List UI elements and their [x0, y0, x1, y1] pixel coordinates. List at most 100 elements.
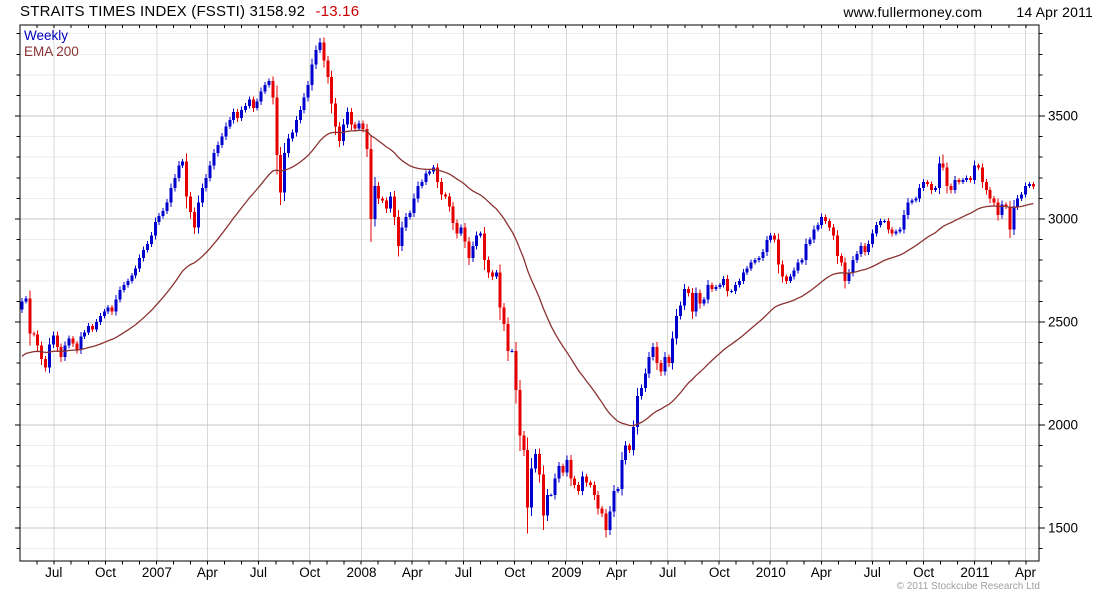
- candle-body: [138, 258, 142, 269]
- candle-body: [32, 333, 36, 335]
- candle-body: [992, 198, 996, 203]
- candle-body: [898, 229, 902, 232]
- candle-body: [702, 299, 706, 304]
- candle-body: [949, 186, 953, 191]
- candle-body: [679, 305, 683, 316]
- candle-body: [867, 243, 871, 253]
- candle-body: [890, 229, 894, 234]
- candle-body: [788, 276, 792, 281]
- candle-body: [941, 163, 945, 168]
- candle-body: [690, 293, 694, 312]
- candle-body: [984, 181, 988, 191]
- candle-body: [976, 165, 980, 168]
- candle-body: [204, 177, 208, 189]
- candle-body: [373, 186, 377, 220]
- candle-body: [385, 200, 389, 209]
- candle-body: [177, 165, 181, 178]
- candle-body: [290, 132, 294, 139]
- candle-body: [220, 136, 224, 145]
- candle-body: [365, 129, 369, 150]
- candle-body: [667, 357, 671, 364]
- candle-body: [918, 188, 922, 199]
- candle-body: [189, 196, 193, 212]
- legend-weekly: Weekly: [24, 28, 69, 43]
- candle-body: [1008, 206, 1012, 230]
- axis-tick-label: 2007: [142, 565, 172, 580]
- axis-tick-label: 2011: [960, 565, 989, 580]
- candle-body: [55, 335, 59, 347]
- axis-tick-label: Jul: [864, 565, 881, 580]
- candle-body: [404, 216, 408, 228]
- candle-body: [592, 484, 596, 496]
- candle-body: [847, 272, 851, 281]
- candle-body: [169, 188, 173, 203]
- candle-body: [714, 287, 718, 290]
- candle-body: [682, 289, 686, 306]
- axis-tick-label: Jul: [659, 565, 676, 580]
- candle-body: [40, 345, 44, 360]
- candle-body: [671, 338, 675, 364]
- candle-body: [792, 270, 796, 277]
- candle-body: [283, 153, 287, 193]
- candle-body: [875, 225, 879, 234]
- candle-body: [929, 184, 933, 191]
- candle-body: [526, 449, 530, 508]
- candle-body: [388, 196, 392, 209]
- candle-body: [534, 453, 538, 469]
- candlesticks: [20, 37, 1035, 538]
- candle-body: [933, 188, 937, 191]
- candle-body: [467, 241, 471, 259]
- candle-body: [765, 240, 769, 253]
- candle-body: [937, 163, 941, 189]
- candle-body: [796, 262, 800, 271]
- candle-body: [537, 453, 541, 475]
- candle-body: [906, 202, 910, 215]
- candle-body: [28, 298, 32, 334]
- candle-body: [377, 186, 381, 199]
- candle-body: [737, 280, 741, 285]
- candle-body: [475, 235, 479, 246]
- candle-body: [749, 262, 753, 269]
- candle-body: [596, 495, 600, 509]
- candle-body: [1031, 184, 1035, 187]
- candle-body: [502, 307, 506, 325]
- candle-body: [122, 284, 126, 291]
- candle-body: [1000, 204, 1004, 215]
- candle-body: [733, 284, 737, 292]
- candle-body: [518, 390, 522, 436]
- candle-body: [647, 357, 651, 374]
- candle-body: [447, 196, 451, 207]
- axis-tick-label: Apr: [1015, 565, 1037, 580]
- candle-body: [334, 103, 338, 127]
- candle-body: [777, 239, 781, 265]
- axis-tick-label: Oct: [709, 565, 730, 580]
- candle-body: [306, 85, 310, 98]
- candle-body: [961, 179, 965, 182]
- candle-body: [843, 262, 847, 281]
- candle-body: [753, 260, 757, 263]
- candle-body: [831, 227, 835, 236]
- candle-body: [471, 245, 475, 259]
- candle-body: [345, 111, 349, 125]
- candle-body: [710, 284, 714, 290]
- axes: [15, 24, 1045, 565]
- candle-body: [126, 280, 130, 285]
- ema-line: [21, 129, 1034, 427]
- site-link-text: www.fullermoney.com: [843, 4, 983, 20]
- candle-body: [604, 513, 608, 531]
- candle-body: [314, 50, 318, 65]
- candle-body: [569, 460, 573, 479]
- axis-tick-label: 2500: [1048, 315, 1078, 330]
- axis-tick-label: 2000: [1048, 418, 1078, 433]
- candle-body: [812, 229, 816, 240]
- candle-body: [149, 235, 153, 244]
- axis-tick-label: Oct: [913, 565, 934, 580]
- page-title: STRAITS TIMES INDEX (FSSTI) 3158.92: [20, 3, 306, 20]
- candle-body: [761, 252, 765, 259]
- axis-tick-label: Apr: [811, 565, 833, 580]
- candle-body: [322, 42, 326, 61]
- candle-body: [240, 109, 244, 119]
- candle-wick: [942, 154, 944, 171]
